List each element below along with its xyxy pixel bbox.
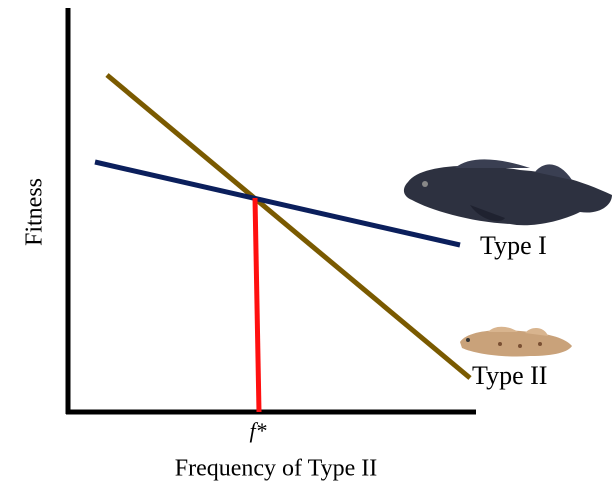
x-axis-label: Frequency of Type II xyxy=(175,456,377,482)
type-ii-fish xyxy=(460,327,572,357)
type-i-fish xyxy=(404,159,612,225)
equilibrium-line xyxy=(255,198,259,412)
equilibrium-label: f* xyxy=(249,418,266,443)
type-ii-label: Type II xyxy=(472,361,547,390)
diagram: Fitness Frequency of Type II f* Type I T… xyxy=(0,0,615,489)
y-axis-label: Fitness xyxy=(22,178,48,246)
page: Fitness Frequency of Type II f* Type I T… xyxy=(0,0,615,489)
type-i-line xyxy=(95,162,460,245)
type-i-label: Type I xyxy=(480,231,547,260)
type-ii-line xyxy=(107,75,470,378)
